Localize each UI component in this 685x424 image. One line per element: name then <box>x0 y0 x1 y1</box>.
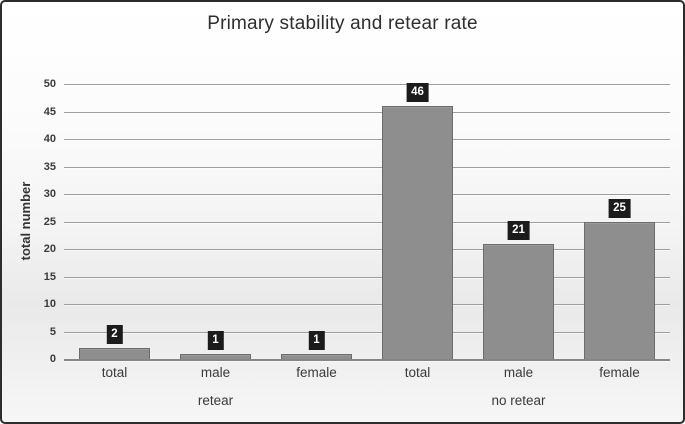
gridline <box>64 276 670 278</box>
bar-male-retear <box>180 353 251 359</box>
y-tick-label: 35 <box>43 160 56 173</box>
x-category-label: male <box>503 365 534 380</box>
gridline <box>64 139 670 140</box>
chart-title: Primary stability and retear rate <box>207 13 478 34</box>
gridline <box>64 166 670 168</box>
x-axis-line <box>64 359 670 361</box>
y-tick-label: 15 <box>43 270 56 283</box>
x-group-label-no-retear: no retear <box>491 393 546 408</box>
data-label: 46 <box>406 83 429 102</box>
gridline <box>64 84 670 85</box>
x-category-label: female <box>599 365 640 380</box>
data-label: 21 <box>507 220 530 240</box>
data-label: 1 <box>308 330 325 350</box>
gridline <box>64 331 670 333</box>
data-label: 25 <box>608 198 631 218</box>
y-tick-label: 10 <box>43 298 56 310</box>
gridline <box>64 304 670 305</box>
data-label: 1 <box>207 330 224 350</box>
x-category-label: total <box>101 365 128 380</box>
data-label: 2 <box>106 325 123 344</box>
bar-total-retear <box>79 348 150 359</box>
y-tick-label: 20 <box>43 243 56 255</box>
gridline <box>64 194 670 195</box>
gridline <box>64 111 670 113</box>
x-category-label: male <box>200 365 231 380</box>
y-tick-label: 40 <box>43 133 56 145</box>
y-tick-label: 5 <box>49 325 56 338</box>
y-tick-label: 0 <box>49 353 56 365</box>
y-tick-label: 50 <box>43 78 56 90</box>
bar-total-no-retear <box>382 106 453 359</box>
y-tick-label: 25 <box>43 215 56 228</box>
gridline <box>64 221 670 223</box>
gridline <box>64 249 670 250</box>
x-category-label: female <box>296 365 337 380</box>
y-tick-label: 30 <box>43 188 56 200</box>
y-tick-label: 45 <box>43 105 56 118</box>
x-group-label-retear: retear <box>197 393 234 408</box>
bar-male-no-retear <box>483 243 554 359</box>
bar-female-no-retear <box>584 221 655 359</box>
x-category-label: total <box>404 365 431 380</box>
bar-female-retear <box>281 353 352 359</box>
